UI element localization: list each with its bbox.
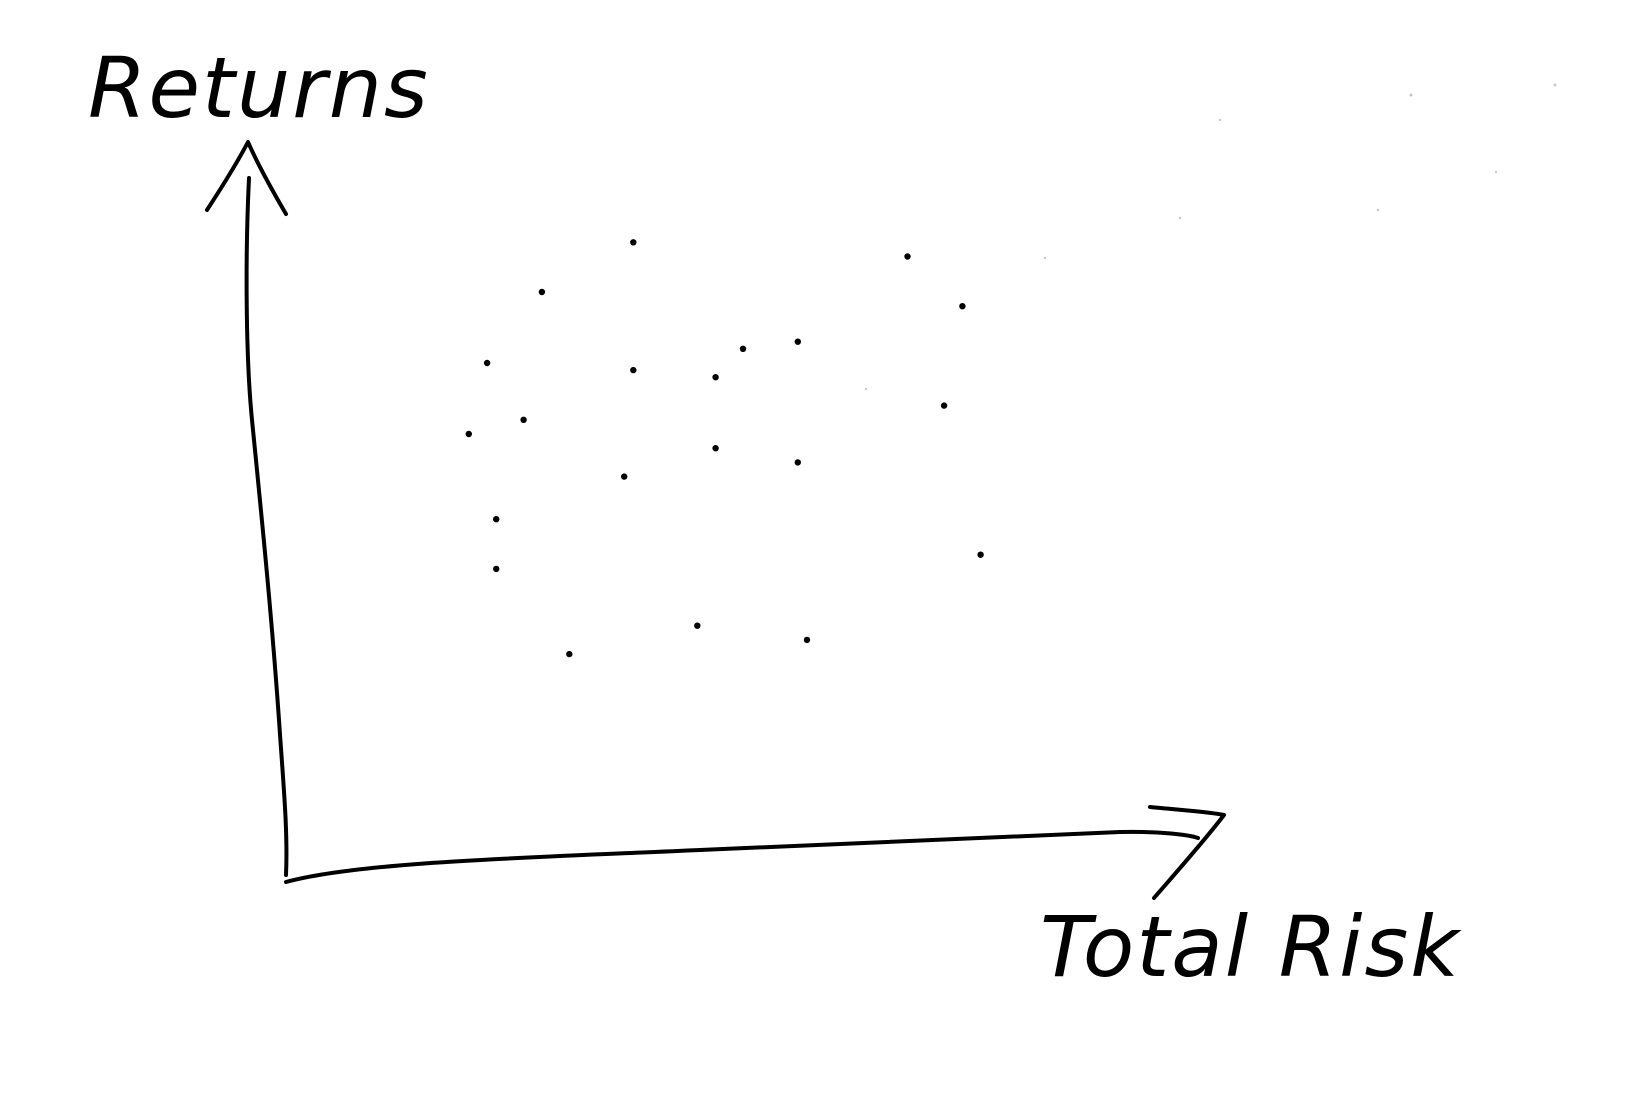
x-axis-line — [284, 829, 1200, 884]
scatter-point-21 — [803, 636, 811, 644]
scatter-point-15 — [940, 402, 948, 409]
scatter-point-18 — [977, 551, 984, 558]
scatter-points — [465, 239, 984, 658]
scatter-point-11 — [630, 366, 637, 374]
x-axis-arrowhead — [1148, 805, 1226, 900]
scatter-point-16 — [621, 473, 628, 480]
scatter-point-10 — [904, 253, 911, 260]
y-axis-label: Returns — [88, 39, 430, 137]
scatter-point-17 — [493, 565, 500, 573]
scatter-point-8 — [794, 338, 801, 345]
background-specks — [864, 83, 1557, 391]
scatter-point-3 — [493, 516, 500, 523]
scatter-point-4 — [483, 359, 491, 367]
scatter-point-19 — [566, 650, 573, 658]
y-axis-line — [244, 176, 289, 877]
scatter-point-2 — [465, 430, 472, 438]
scatter-point-5 — [630, 239, 637, 246]
scatter-point-13 — [712, 445, 719, 452]
y-axis-arrowhead — [205, 140, 288, 216]
scatter-point-1 — [520, 416, 527, 423]
scatter-point-20 — [694, 622, 701, 629]
scatter-point-12 — [959, 303, 966, 310]
scatter-point-6 — [739, 345, 747, 352]
scatter-point-7 — [538, 288, 546, 296]
scatter-point-9 — [712, 374, 719, 381]
scatter-point-14 — [794, 459, 801, 466]
x-axis-label: Total Risk — [1040, 898, 1462, 996]
